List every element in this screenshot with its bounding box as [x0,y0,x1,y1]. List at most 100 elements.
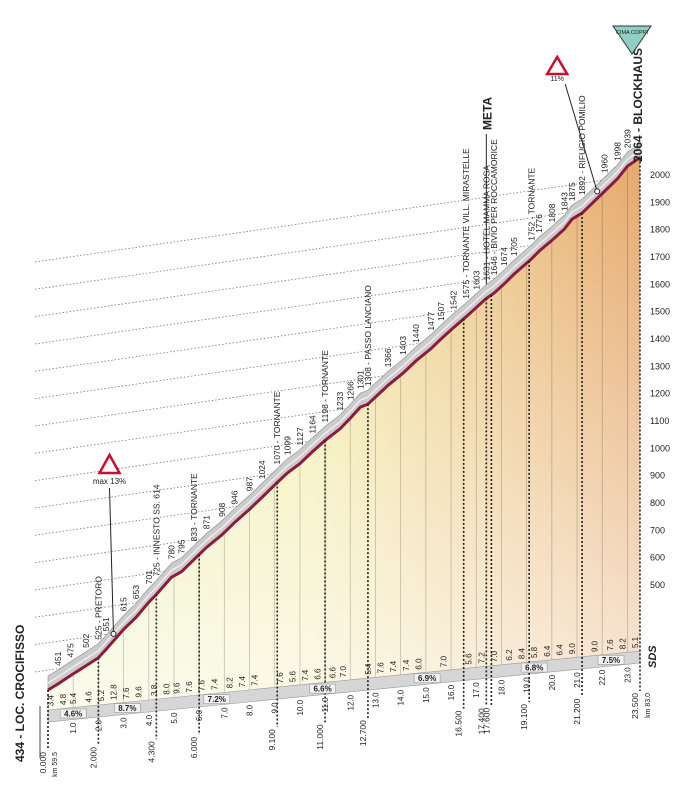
altitude-label: 1099 [282,436,292,455]
gradient-label: 5.2 [97,690,106,702]
altitude-label: 615 [119,597,129,611]
gradient-label: 7.0 [339,665,348,677]
altitude-label: 946 [229,490,239,504]
section-label: 6.9% [418,674,436,683]
section-box [597,655,625,665]
logo: SDS [647,645,659,668]
km-mark-label: 11.000 [315,724,325,750]
gradient-label: 7.6 [276,672,285,684]
gradient-label: 6.0 [414,658,423,670]
y-tick-label: 500 [650,580,665,590]
altitude-label: 1440 [411,324,421,343]
altitude-label: 1301 [355,370,365,389]
y-tick-label: 800 [650,498,665,508]
cima-coppi-label: CIMA COPPI [616,30,649,36]
altitude-label: 1542 [449,290,459,309]
altitude-label: 1843 [559,192,569,211]
x-tick-label: 21.0 [573,672,582,688]
altitude-label: 1403 [398,336,408,355]
y-tick-label: 1000 [650,443,670,453]
gradient-label: 5.1 [631,636,640,648]
y-tick-label: 1800 [650,225,670,235]
x-tick-label: 1.0 [69,722,78,734]
section-box [114,703,141,713]
km-mark-label: 4.300 [146,741,156,763]
section-box [520,662,548,673]
section-box [309,683,336,694]
gradient-label: 5.4 [364,663,373,675]
steep-gradient-label: 11% [550,76,564,83]
km-mark-label: 21.200 [572,699,582,725]
y-tick-label: 1300 [650,361,670,371]
altitude-label: 1875 [567,182,577,201]
altitude-label: 2039 [622,129,632,148]
y-tick-label: 1500 [650,307,670,317]
altitude-label: 1507 [436,302,446,321]
x-tick-label: 4.0 [145,714,154,726]
gradient-label: 8.0 [162,683,171,695]
altitude-label: 1646 - BIVIO PER ROCCAMORICE [489,139,499,275]
altitude-label: 475 [66,643,76,657]
x-tick-label: 12.0 [346,694,355,710]
gradient-label: 8.2 [618,638,627,650]
altitude-label: 653 [131,585,141,599]
x-tick-label: 10.0 [296,699,305,715]
altitude-label: 701 [144,570,154,584]
gradient-label: 5.4 [69,692,78,704]
grid-line [34,201,641,290]
profile-line [47,156,641,692]
altitude-label: 908 [217,502,227,516]
section-label: 6.6% [313,685,331,694]
altitude-label: 1127 [295,427,305,446]
warning-triangle [97,452,122,475]
section-box [203,694,231,704]
x-tick-label: 7.0 [220,707,229,719]
altitude-label: 1960 [600,154,610,173]
annotation-line [108,487,114,634]
x-tick-label: 5.0 [170,712,179,724]
km-mark-label: 6.000 [189,737,199,759]
y-tick-label: 1100 [650,416,669,426]
altitude-label: 1308 - PASSO LANCIANO [363,285,373,386]
gradient-label: 8.2 [225,677,234,689]
km-mark-label: 2.000 [88,747,98,769]
altitude-label: 1164 [308,415,318,434]
annotation-line [564,83,598,192]
race-km-start: km 59.5 [52,752,59,777]
altitude-label: 1892 - RIFUGIO POMILIO [577,95,587,195]
altitude-label: 1776 [534,214,544,233]
x-tick-label: 8.0 [246,704,255,716]
altitude-label: 451 [53,651,63,665]
y-tick-label: 900 [650,471,665,481]
km-mark-label: 16.500 [454,710,464,736]
meta-label: META [480,97,494,130]
gradient-label: 7.6 [122,687,131,699]
gradient-label: 7.0 [440,655,449,667]
altitude-label: 1266 [345,381,355,400]
km-mark-label: 19.100 [519,704,529,730]
gradient-label: 6.6 [329,666,338,678]
x-tick-label: 18.0 [497,679,506,695]
gradient-label: 7.4 [402,659,411,671]
gradient-label: 7.6 [185,681,194,693]
y-tick-label: 700 [650,525,665,535]
x-tick-label: 3.0 [120,717,129,729]
x-tick-label: 20.0 [548,674,557,690]
gradient-label: 12.8 [110,684,119,700]
x-tick-label: 9.0 [271,702,280,714]
gradient-label: 6.6 [314,668,323,680]
y-tick-label: 1400 [650,334,670,344]
altitude-label: 1575 - TORNANTE VILL. MIRASTELLE [461,148,471,299]
warning-triangle [544,54,570,76]
gradient-label: 7.4 [301,669,310,681]
road-center [47,149,641,684]
y-tick-label: 600 [650,553,665,563]
x-tick-label: 2.0 [94,719,103,731]
altitude-label: 1752 - TORNANTE [527,167,537,240]
gradient-label: 9.0 [591,640,600,652]
y-tick-label: 2000 [650,170,670,180]
altitude-label: 871 [202,515,212,529]
gradient-label: 8.4 [518,648,527,660]
